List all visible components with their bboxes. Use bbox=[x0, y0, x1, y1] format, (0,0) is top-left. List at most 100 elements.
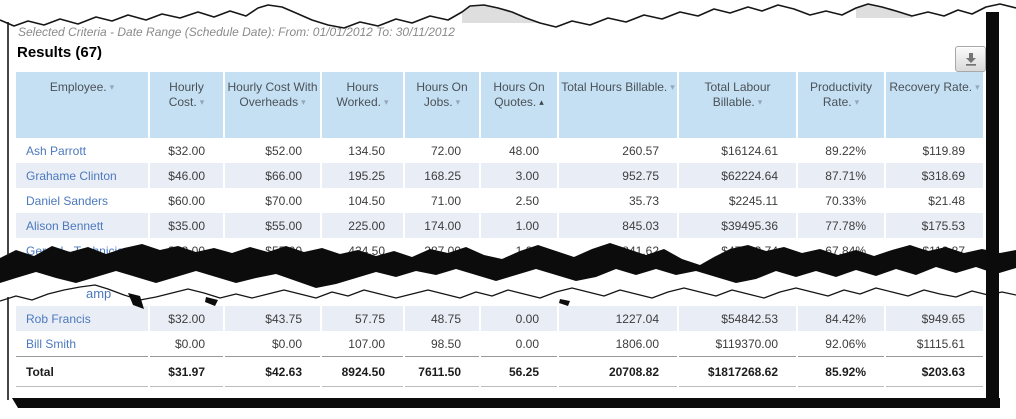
download-button[interactable] bbox=[955, 46, 986, 72]
cell: $52.00 bbox=[224, 138, 322, 163]
cell: 72.00 bbox=[404, 138, 481, 163]
cell: 287.00 bbox=[404, 238, 481, 263]
column-header-productivity-rate[interactable]: Productivity Rate. ▾ bbox=[797, 72, 886, 138]
cell: 0.00 bbox=[480, 306, 559, 331]
cell: $21.48 bbox=[885, 188, 985, 213]
column-header-recovery-rate[interactable]: Recovery Rate. ▾ bbox=[885, 72, 985, 138]
column-header-hourly-cost[interactable]: Hourly Cost. ▾ bbox=[149, 72, 225, 138]
cell: 1227.04 bbox=[558, 306, 679, 331]
cell: 841.62 bbox=[558, 238, 679, 263]
cell: $0.00 bbox=[149, 331, 225, 357]
cell: 0.00 bbox=[480, 331, 559, 357]
cell: $16124.61 bbox=[678, 138, 798, 163]
sort-arrow-icon: ▾ bbox=[109, 82, 115, 92]
total-cell: $31.97 bbox=[149, 356, 225, 387]
cell: $2245.11 bbox=[678, 188, 798, 213]
cell: 195.25 bbox=[321, 163, 405, 188]
cell: $119.89 bbox=[885, 138, 985, 163]
cell: 952.75 bbox=[558, 163, 679, 188]
column-header-hourly-cost-overheads[interactable]: Hourly Cost With Overheads ▾ bbox=[224, 72, 322, 138]
column-header-hours-on-jobs[interactable]: Hours On Jobs. ▾ bbox=[404, 72, 481, 138]
cell: 48.75 bbox=[404, 306, 481, 331]
employee-link[interactable]: Daniel Sanders bbox=[26, 193, 109, 208]
cell: $119370.00 bbox=[678, 331, 798, 357]
cell: 89.22% bbox=[797, 138, 886, 163]
cell: 845.03 bbox=[558, 213, 679, 238]
employee-link[interactable]: Ash Parrott bbox=[26, 143, 87, 158]
employee-link[interactable]: Gerard - Technician bbox=[26, 243, 131, 258]
total-cell: $42.63 bbox=[224, 356, 322, 387]
cell: $35.00 bbox=[149, 213, 225, 238]
cell: 174.00 bbox=[404, 213, 481, 238]
selected-criteria-text: Selected Criteria - Date Range (Schedule… bbox=[18, 25, 455, 39]
cell: $0.00 bbox=[224, 331, 322, 357]
cell: 71.00 bbox=[404, 188, 481, 213]
cell: $949.65 bbox=[885, 306, 985, 331]
download-icon bbox=[964, 52, 978, 66]
sort-arrow-icon: ▾ bbox=[383, 97, 389, 107]
cell: $66.00 bbox=[224, 163, 322, 188]
cell: $47913.74 bbox=[678, 238, 798, 263]
cell: $55.00 bbox=[224, 213, 322, 238]
cell: $54842.53 bbox=[678, 306, 798, 331]
cell: $70.00 bbox=[224, 188, 322, 213]
torn-employee-fragment: amp bbox=[86, 286, 112, 301]
results-title: Results (67) bbox=[17, 44, 103, 61]
cell: $62224.64 bbox=[678, 163, 798, 188]
total-cell: 8924.50 bbox=[321, 356, 405, 387]
table-row: Ash Parrott $32.00 $52.00 134.50 72.00 4… bbox=[16, 138, 985, 163]
sort-arrow-icon: ▾ bbox=[975, 82, 980, 92]
table-row: Bill Smith $0.00 $0.00 107.00 98.50 0.00… bbox=[16, 331, 985, 357]
table-row: Grahame Clinton $46.00 $66.00 195.25 168… bbox=[16, 163, 985, 188]
cell: $60.00 bbox=[149, 188, 225, 213]
column-header-employee[interactable]: Employee. ▾ bbox=[16, 72, 150, 138]
cell: 1.00 bbox=[480, 213, 559, 238]
total-label: Total bbox=[16, 356, 150, 387]
cell: 134.50 bbox=[321, 138, 405, 163]
cell: 2.50 bbox=[480, 188, 559, 213]
cell: 35.73 bbox=[558, 188, 679, 213]
total-cell: $1817268.62 bbox=[678, 356, 798, 387]
sort-arrow-icon: ▾ bbox=[199, 97, 205, 107]
sort-arrow-icon: ▾ bbox=[455, 97, 461, 107]
sort-arrow-icon: ▾ bbox=[757, 97, 763, 107]
cell: $175.53 bbox=[885, 213, 985, 238]
cell: 1.00 bbox=[480, 238, 559, 263]
paper-curl-shade bbox=[462, 5, 540, 23]
cell: 57.75 bbox=[321, 306, 405, 331]
cell: $112.87 bbox=[885, 238, 985, 263]
total-cell: 20708.82 bbox=[558, 356, 679, 387]
total-cell: 7611.50 bbox=[404, 356, 481, 387]
cell: $32.00 bbox=[149, 138, 225, 163]
table-row: Alison Bennett $35.00 $55.00 225.00 174.… bbox=[16, 213, 985, 238]
employee-link[interactable]: Rob Francis bbox=[26, 311, 91, 326]
total-row: Total $31.97 $42.63 8924.50 7611.50 56.2… bbox=[16, 356, 985, 387]
cell: $43.75 bbox=[224, 306, 322, 331]
cell: 168.25 bbox=[404, 163, 481, 188]
employee-link[interactable]: Grahame Clinton bbox=[26, 168, 117, 183]
column-header-hours-on-quotes[interactable]: Hours On Quotes. ▴ bbox=[480, 72, 559, 138]
table-row: Rob Francis $32.00 $43.75 57.75 48.75 0.… bbox=[16, 306, 985, 331]
cell: 260.57 bbox=[558, 138, 679, 163]
column-header-total-hours-billable[interactable]: Total Hours Billable. ▾ bbox=[558, 72, 679, 138]
total-cell: 85.92% bbox=[797, 356, 886, 387]
employee-link[interactable]: Alison Bennett bbox=[26, 218, 104, 233]
bottom-shadow-bar bbox=[12, 398, 1000, 408]
cell: $1115.61 bbox=[885, 331, 985, 357]
cell: $55.00 bbox=[224, 238, 322, 263]
cell: 48.00 bbox=[480, 138, 559, 163]
results-table-bottom: Rob Francis $32.00 $43.75 57.75 48.75 0.… bbox=[16, 306, 985, 387]
sort-arrow-icon: ▾ bbox=[301, 97, 306, 107]
employee-link[interactable]: Bill Smith bbox=[26, 336, 77, 351]
column-header-total-labour-billable[interactable]: Total Labour Billable. ▾ bbox=[678, 72, 798, 138]
total-cell: $203.63 bbox=[885, 356, 985, 387]
cell: 84.42% bbox=[797, 306, 886, 331]
table-row: Gerard - Technician $43.00 $55.00 424.50… bbox=[16, 238, 985, 263]
sort-arrow-icon: ▾ bbox=[854, 97, 860, 107]
cell: $318.69 bbox=[885, 163, 985, 188]
sort-arrow-icon: ▴ bbox=[539, 97, 544, 107]
cell: 67.84% bbox=[797, 238, 886, 263]
column-header-hours-worked[interactable]: Hours Worked. ▾ bbox=[321, 72, 405, 138]
cell: 98.50 bbox=[404, 331, 481, 357]
cell: 424.50 bbox=[321, 238, 405, 263]
